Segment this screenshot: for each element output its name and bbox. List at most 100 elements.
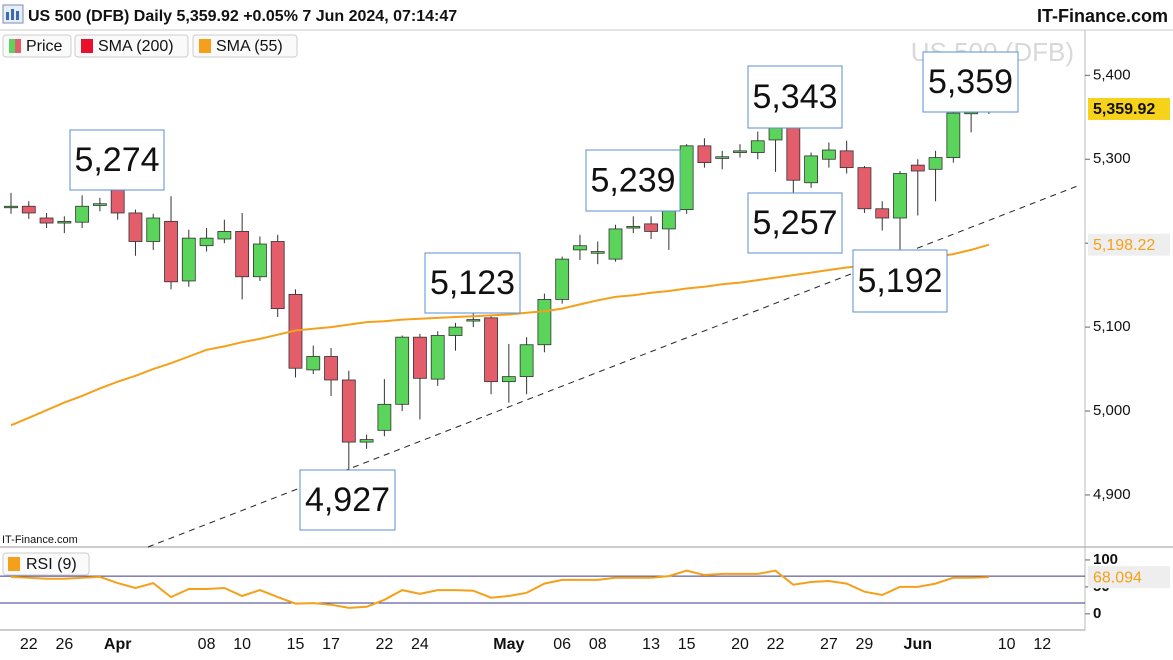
candle-body — [199, 237, 214, 247]
candle-body — [4, 205, 18, 209]
annotation-box — [585, 149, 681, 212]
x-tick-label: Apr — [104, 636, 132, 653]
x-tick-label: 15 — [287, 636, 305, 653]
candle-body — [181, 237, 196, 282]
annotation-box — [299, 469, 396, 531]
candle-body — [839, 150, 854, 169]
source: IT-Finance.com — [1037, 6, 1168, 26]
candle-body — [733, 150, 747, 153]
candle-body — [857, 167, 872, 210]
y-tick-label: 5,400 — [1093, 66, 1131, 83]
x-tick-label: 08 — [198, 636, 216, 653]
x-tick-label: 08 — [589, 636, 607, 653]
candle-body — [235, 231, 250, 278]
candle-body — [679, 145, 694, 211]
x-tick-label: 22 — [767, 636, 785, 653]
annotation-label: 5,359 — [928, 63, 1013, 101]
candle-body — [21, 205, 36, 214]
candle-body — [893, 173, 907, 219]
last-value-box — [1088, 97, 1170, 120]
candle-body — [395, 336, 410, 405]
candle-body — [217, 231, 232, 240]
candle-body — [626, 225, 641, 229]
footer-source: IT-Finance.com — [2, 534, 78, 546]
candle-body — [608, 228, 623, 260]
last-value-box — [1088, 566, 1170, 589]
legend-swatch — [15, 39, 21, 53]
x-tick-label: 13 — [642, 636, 660, 653]
legend-label: SMA (200) — [98, 38, 174, 55]
last-value-label: 5,359.92 — [1093, 101, 1155, 118]
candle-body — [93, 203, 107, 206]
legend-label: Price — [26, 38, 63, 55]
legend-box — [2, 552, 90, 576]
candle-body — [39, 217, 54, 224]
candle-body — [644, 223, 658, 232]
candle-body — [821, 149, 836, 160]
x-tick-label: 12 — [1033, 636, 1051, 653]
last-value-label: 68.094 — [1093, 569, 1142, 586]
candle-body — [501, 376, 516, 383]
legend-swatch — [8, 557, 20, 571]
candle-body — [430, 335, 445, 380]
legend-label: RSI (9) — [26, 556, 77, 573]
candle-body — [928, 157, 943, 170]
candle-body — [448, 326, 463, 336]
legend-swatch — [81, 39, 93, 53]
x-tick-label: 29 — [856, 636, 874, 653]
y-tick-label: 5,300 — [1093, 150, 1131, 167]
candle-body — [590, 251, 605, 254]
annotation-label: 5,192 — [857, 262, 942, 300]
annotation-box — [69, 129, 165, 191]
last-value-label: 5,198.22 — [1093, 237, 1155, 254]
candle-body — [164, 220, 178, 283]
x-tick-label: 10 — [233, 636, 251, 653]
candle-body — [57, 220, 72, 224]
annotation-box — [852, 249, 948, 313]
candle-body — [359, 439, 374, 443]
candle-body — [910, 164, 925, 172]
annotation-label: 5,123 — [430, 264, 515, 302]
line-series — [10, 243, 990, 427]
candle-body — [875, 208, 890, 219]
y-tick-label: 5,100 — [1093, 318, 1131, 335]
candle-body — [519, 344, 534, 378]
candle-body — [306, 356, 321, 371]
legend-box — [74, 34, 189, 58]
candle-body — [324, 356, 338, 381]
x-tick-label: 15 — [678, 636, 696, 653]
x-tick-label: 10 — [998, 636, 1016, 653]
candle-body — [946, 112, 961, 158]
legend-swatch — [9, 39, 15, 53]
annotation-label: 5,239 — [590, 161, 675, 199]
candle-body — [413, 336, 427, 379]
y-tick-label: 0 — [1093, 605, 1101, 622]
annotation-box — [922, 51, 1019, 113]
line-series — [10, 569, 989, 609]
annotation-box — [424, 252, 521, 314]
x-tick-label: 22 — [20, 636, 38, 653]
annotation-label: 5,343 — [752, 78, 837, 116]
candle-body — [786, 126, 801, 181]
candle-body — [253, 243, 267, 278]
y-tick-label: 100 — [1093, 551, 1118, 568]
annotation-box — [747, 65, 843, 129]
legend-swatch — [199, 39, 211, 53]
logo — [2, 4, 24, 24]
legend-label: SMA (55) — [216, 38, 283, 55]
y-tick-label: 4,900 — [1093, 486, 1131, 503]
annotation-label: 5,257 — [752, 204, 837, 242]
candle-body — [768, 126, 783, 141]
candle-body — [341, 379, 356, 443]
annotation-box — [747, 192, 843, 254]
y-tick-label: 5,000 — [1093, 402, 1131, 419]
x-tick-label: 20 — [731, 636, 749, 653]
candle-body — [75, 205, 90, 223]
last-value-box — [1088, 233, 1170, 256]
candle-body — [537, 299, 552, 346]
annotation-label: 5,274 — [74, 141, 159, 179]
candle-body — [484, 317, 498, 383]
candle-body — [270, 241, 285, 310]
annotation-label: 4,927 — [305, 481, 390, 519]
